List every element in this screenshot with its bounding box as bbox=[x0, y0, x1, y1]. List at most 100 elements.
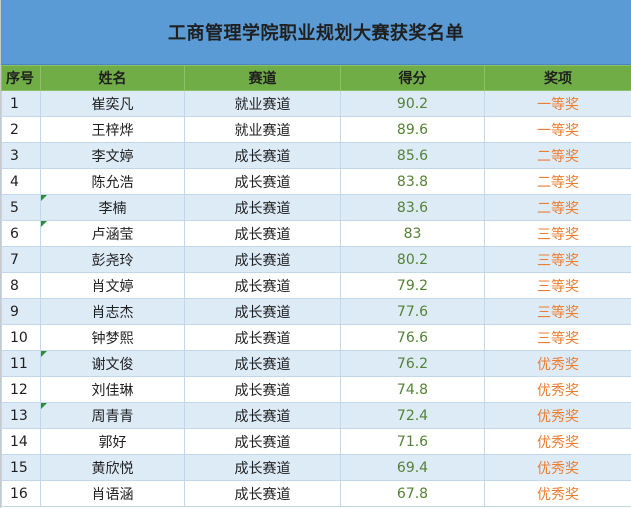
track-cell[interactable]: 成长赛道 bbox=[184, 298, 341, 325]
score-cell[interactable]: 72.4 bbox=[340, 402, 485, 429]
name-cell[interactable]: 谢文俊 bbox=[40, 350, 185, 377]
header-name[interactable]: 姓名 bbox=[40, 65, 185, 91]
name-cell[interactable]: 肖语涵 bbox=[40, 480, 185, 507]
name-cell[interactable]: 彭尧玲 bbox=[40, 246, 185, 273]
seq-cell[interactable]: 4 bbox=[1, 168, 41, 195]
score-cell[interactable]: 90.2 bbox=[340, 90, 485, 117]
name-cell-text: 刘佳琳 bbox=[91, 382, 134, 399]
track-cell-text: 成长赛道 bbox=[234, 382, 291, 399]
seq-cell[interactable]: 2 bbox=[1, 116, 41, 143]
seq-cell[interactable]: 7 bbox=[1, 246, 41, 273]
name-cell[interactable]: 肖文婷 bbox=[40, 272, 185, 299]
header-row: 序号 姓名 赛道 得分 奖项 bbox=[1, 65, 631, 91]
name-cell[interactable]: 李楠 bbox=[40, 194, 185, 221]
score-cell[interactable]: 83.6 bbox=[340, 194, 485, 221]
score-cell[interactable]: 89.6 bbox=[340, 116, 485, 143]
name-cell-text: 卢涵莹 bbox=[91, 226, 134, 243]
name-cell[interactable]: 钟梦熙 bbox=[40, 324, 185, 351]
score-cell[interactable]: 69.4 bbox=[340, 454, 485, 481]
score-cell[interactable]: 67.8 bbox=[340, 480, 485, 507]
name-cell[interactable]: 郭好 bbox=[40, 428, 185, 455]
sheet-title: 工商管理学院职业规划大赛获奖名单 bbox=[168, 23, 464, 44]
score-cell[interactable]: 77.6 bbox=[340, 298, 485, 325]
track-cell[interactable]: 成长赛道 bbox=[184, 428, 341, 455]
score-cell[interactable]: 83 bbox=[340, 220, 485, 247]
name-cell[interactable]: 陈允浩 bbox=[40, 168, 185, 195]
header-track[interactable]: 赛道 bbox=[184, 65, 341, 91]
score-cell[interactable]: 74.8 bbox=[340, 376, 485, 403]
score-cell[interactable]: 76.6 bbox=[340, 324, 485, 351]
seq-cell[interactable]: 16 bbox=[1, 480, 41, 507]
track-cell[interactable]: 成长赛道 bbox=[184, 220, 341, 247]
seq-cell[interactable]: 8 bbox=[1, 272, 41, 299]
seq-cell[interactable]: 1 bbox=[1, 90, 41, 117]
score-cell[interactable]: 80.2 bbox=[340, 246, 485, 273]
seq-cell[interactable]: 6 bbox=[1, 220, 41, 247]
track-cell[interactable]: 成长赛道 bbox=[184, 480, 341, 507]
name-cell[interactable]: 王梓烨 bbox=[40, 116, 185, 143]
award-cell[interactable]: 三等奖 bbox=[484, 220, 631, 247]
seq-cell-text: 9 bbox=[10, 303, 19, 320]
award-cell[interactable]: 优秀奖 bbox=[484, 428, 631, 455]
track-cell[interactable]: 成长赛道 bbox=[184, 194, 341, 221]
comment-indicator-icon bbox=[41, 403, 47, 409]
seq-cell[interactable]: 14 bbox=[1, 428, 41, 455]
track-cell[interactable]: 成长赛道 bbox=[184, 168, 341, 195]
score-cell[interactable]: 76.2 bbox=[340, 350, 485, 377]
track-cell[interactable]: 成长赛道 bbox=[184, 142, 341, 169]
award-cell[interactable]: 三等奖 bbox=[484, 272, 631, 299]
track-cell[interactable]: 就业赛道 bbox=[184, 116, 341, 143]
seq-cell-text: 7 bbox=[10, 251, 19, 268]
score-cell-text: 83 bbox=[403, 225, 422, 242]
seq-cell[interactable]: 15 bbox=[1, 454, 41, 481]
track-cell[interactable]: 成长赛道 bbox=[184, 350, 341, 377]
award-cell[interactable]: 二等奖 bbox=[484, 142, 631, 169]
name-cell[interactable]: 卢涵莹 bbox=[40, 220, 185, 247]
award-cell[interactable]: 一等奖 bbox=[484, 116, 631, 143]
score-cell[interactable]: 71.6 bbox=[340, 428, 485, 455]
score-cell[interactable]: 85.6 bbox=[340, 142, 485, 169]
award-cell[interactable]: 二等奖 bbox=[484, 194, 631, 221]
name-cell[interactable]: 周青青 bbox=[40, 402, 185, 429]
track-cell-text: 成长赛道 bbox=[234, 200, 291, 217]
track-cell[interactable]: 成长赛道 bbox=[184, 376, 341, 403]
name-cell[interactable]: 肖志杰 bbox=[40, 298, 185, 325]
award-cell-text: 优秀奖 bbox=[537, 382, 579, 399]
score-cell[interactable]: 83.8 bbox=[340, 168, 485, 195]
award-cell[interactable]: 优秀奖 bbox=[484, 480, 631, 507]
award-cell[interactable]: 三等奖 bbox=[484, 324, 631, 351]
award-cell[interactable]: 优秀奖 bbox=[484, 350, 631, 377]
award-cell[interactable]: 优秀奖 bbox=[484, 376, 631, 403]
track-cell[interactable]: 成长赛道 bbox=[184, 272, 341, 299]
award-cell[interactable]: 三等奖 bbox=[484, 298, 631, 325]
name-cell[interactable]: 刘佳琳 bbox=[40, 376, 185, 403]
table-row: 2 王梓烨 就业赛道 89.6 一等奖 bbox=[1, 116, 631, 143]
seq-cell[interactable]: 5 bbox=[1, 194, 41, 221]
award-cell-text: 二等奖 bbox=[537, 148, 579, 165]
name-cell[interactable]: 崔奕凡 bbox=[40, 90, 185, 117]
seq-cell[interactable]: 12 bbox=[1, 376, 41, 403]
award-cell[interactable]: 优秀奖 bbox=[484, 402, 631, 429]
track-cell[interactable]: 成长赛道 bbox=[184, 324, 341, 351]
header-award[interactable]: 奖项 bbox=[484, 65, 631, 91]
track-cell-text: 成长赛道 bbox=[234, 278, 291, 295]
award-cell[interactable]: 一等奖 bbox=[484, 90, 631, 117]
track-cell[interactable]: 成长赛道 bbox=[184, 246, 341, 273]
header-seq[interactable]: 序号 bbox=[1, 65, 41, 91]
seq-cell[interactable]: 11 bbox=[1, 350, 41, 377]
track-cell[interactable]: 成长赛道 bbox=[184, 454, 341, 481]
name-cell-text: 黄欣悦 bbox=[91, 460, 134, 477]
seq-cell[interactable]: 3 bbox=[1, 142, 41, 169]
name-cell[interactable]: 李文婷 bbox=[40, 142, 185, 169]
award-cell[interactable]: 三等奖 bbox=[484, 246, 631, 273]
track-cell[interactable]: 成长赛道 bbox=[184, 402, 341, 429]
score-cell[interactable]: 79.2 bbox=[340, 272, 485, 299]
award-cell[interactable]: 优秀奖 bbox=[484, 454, 631, 481]
seq-cell[interactable]: 10 bbox=[1, 324, 41, 351]
seq-cell[interactable]: 13 bbox=[1, 402, 41, 429]
name-cell[interactable]: 黄欣悦 bbox=[40, 454, 185, 481]
award-cell[interactable]: 二等奖 bbox=[484, 168, 631, 195]
track-cell[interactable]: 就业赛道 bbox=[184, 90, 341, 117]
seq-cell[interactable]: 9 bbox=[1, 298, 41, 325]
header-score[interactable]: 得分 bbox=[340, 65, 485, 91]
